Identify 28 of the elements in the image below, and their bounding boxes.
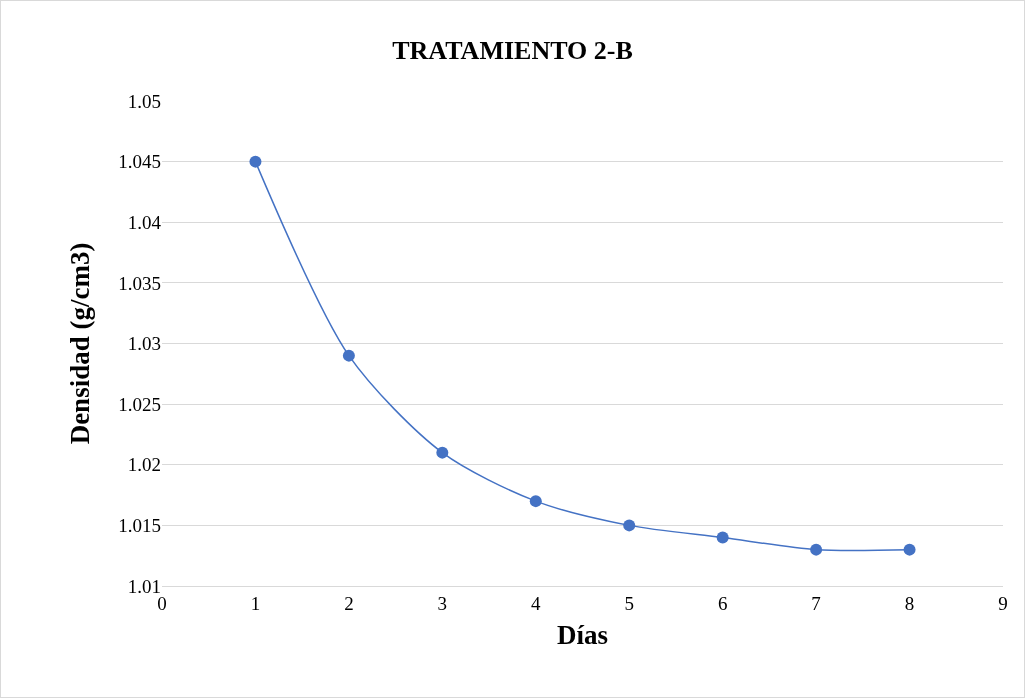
y-tick-label: 1.015	[118, 515, 161, 537]
point	[342, 349, 355, 362]
point	[623, 519, 636, 532]
y-tick-label: 1.035	[118, 272, 161, 294]
point	[529, 495, 542, 508]
x-tick-label: 6	[717, 592, 728, 614]
y-tick-label: 1.02	[127, 454, 161, 476]
point	[716, 531, 729, 544]
y-tick-label: 1.03	[127, 333, 161, 355]
x-tick-label: 3	[437, 592, 448, 614]
point	[436, 446, 449, 459]
x-tick-label: 1	[250, 592, 261, 614]
chart-title: TRATAMIENTO 2-B	[392, 35, 633, 65]
x-tick-label: 5	[624, 592, 634, 614]
x-tick-label: 9	[998, 592, 1008, 614]
point	[249, 155, 262, 168]
point	[810, 543, 823, 556]
x-tick-label: 7	[811, 592, 821, 614]
point	[903, 543, 916, 556]
y-tick-label: 1.05	[127, 90, 161, 112]
y-tick-label: 1.04	[127, 211, 162, 233]
y-tick-label: 1.025	[118, 393, 161, 415]
x-tick-label: 8	[904, 592, 915, 614]
x-axis-title: Días	[556, 620, 609, 651]
x-tick-label: 4	[531, 592, 542, 614]
x-tick-label: 2	[344, 592, 354, 614]
y-axis-title: Densidad (g/cm3)	[65, 242, 96, 445]
y-tick-label: 1.045	[118, 151, 161, 173]
